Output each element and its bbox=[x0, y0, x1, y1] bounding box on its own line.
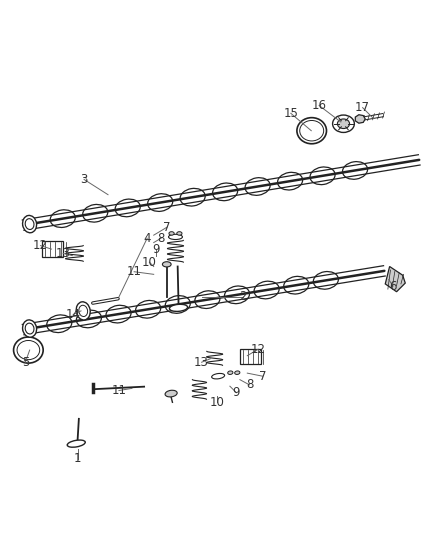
Ellipse shape bbox=[169, 232, 174, 235]
Ellipse shape bbox=[337, 119, 350, 128]
Ellipse shape bbox=[23, 320, 37, 337]
Text: 10: 10 bbox=[209, 396, 224, 409]
Ellipse shape bbox=[162, 262, 171, 267]
Text: 11: 11 bbox=[127, 265, 141, 278]
Text: 16: 16 bbox=[311, 99, 327, 112]
Text: 4: 4 bbox=[143, 232, 151, 245]
Polygon shape bbox=[42, 241, 63, 257]
Ellipse shape bbox=[25, 219, 34, 230]
Ellipse shape bbox=[169, 235, 183, 239]
Ellipse shape bbox=[235, 371, 240, 375]
Text: 6: 6 bbox=[389, 280, 397, 293]
Polygon shape bbox=[385, 266, 405, 292]
Text: 11: 11 bbox=[111, 384, 127, 397]
Text: 1: 1 bbox=[74, 453, 81, 465]
Ellipse shape bbox=[14, 337, 43, 363]
Text: 10: 10 bbox=[142, 256, 157, 269]
Ellipse shape bbox=[212, 374, 225, 379]
Text: 9: 9 bbox=[233, 386, 240, 399]
Text: 12: 12 bbox=[33, 239, 48, 252]
Text: 8: 8 bbox=[246, 378, 253, 391]
Text: 15: 15 bbox=[283, 107, 298, 120]
Text: 13: 13 bbox=[56, 247, 71, 260]
Text: 2: 2 bbox=[239, 290, 247, 303]
Ellipse shape bbox=[170, 304, 187, 311]
Ellipse shape bbox=[228, 371, 233, 375]
Ellipse shape bbox=[297, 118, 326, 144]
Polygon shape bbox=[355, 115, 365, 123]
Ellipse shape bbox=[79, 305, 88, 317]
Text: 7: 7 bbox=[163, 221, 170, 234]
Ellipse shape bbox=[67, 440, 85, 447]
Text: 5: 5 bbox=[21, 356, 29, 369]
Text: 14: 14 bbox=[66, 308, 81, 321]
Ellipse shape bbox=[76, 302, 90, 320]
Text: 7: 7 bbox=[259, 370, 266, 383]
Ellipse shape bbox=[177, 232, 182, 235]
Polygon shape bbox=[240, 349, 261, 365]
Text: 3: 3 bbox=[81, 173, 88, 186]
Text: 12: 12 bbox=[251, 343, 266, 356]
Text: 8: 8 bbox=[157, 232, 165, 245]
Text: 9: 9 bbox=[152, 244, 159, 256]
Ellipse shape bbox=[23, 215, 37, 233]
Ellipse shape bbox=[25, 323, 34, 334]
Ellipse shape bbox=[332, 115, 354, 133]
Text: 13: 13 bbox=[194, 356, 209, 369]
Text: 17: 17 bbox=[355, 101, 370, 114]
Ellipse shape bbox=[165, 390, 177, 397]
